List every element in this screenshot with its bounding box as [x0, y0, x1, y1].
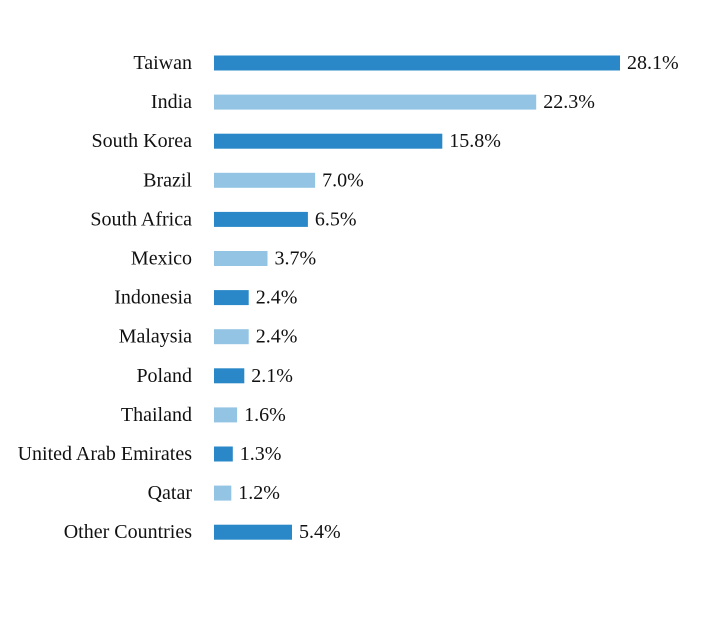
category-label: Thailand [121, 404, 192, 426]
bar [214, 55, 620, 71]
value-label: 2.4% [256, 287, 298, 309]
category-label: South Korea [91, 130, 192, 152]
value-label: 7.0% [322, 169, 364, 191]
bar [214, 172, 316, 188]
bar [214, 368, 245, 384]
bar [214, 446, 233, 462]
bar [214, 524, 292, 540]
value-label: 2.1% [251, 365, 293, 387]
value-label: 3.7% [275, 248, 317, 270]
category-label: Mexico [131, 248, 192, 270]
value-label: 15.8% [449, 130, 501, 152]
category-label: Malaysia [119, 326, 192, 348]
value-label: 28.1% [627, 52, 679, 74]
bar [214, 211, 308, 227]
value-label: 6.5% [315, 208, 357, 230]
bar [214, 329, 249, 345]
category-label: Qatar [148, 482, 193, 504]
value-label: 1.2% [238, 482, 280, 504]
category-label: Brazil [143, 169, 192, 191]
value-label: 1.3% [240, 443, 282, 465]
category-label: India [151, 91, 192, 113]
category-label: United Arab Emirates [18, 443, 193, 465]
bar [214, 94, 537, 110]
category-label: Taiwan [133, 52, 192, 74]
value-label: 1.6% [244, 404, 286, 426]
category-label: Other Countries [64, 521, 193, 543]
category-label: Indonesia [114, 287, 192, 309]
category-label: Poland [136, 365, 192, 387]
bar [214, 485, 232, 501]
bar [214, 251, 268, 266]
category-label: South Africa [90, 208, 192, 230]
bar [214, 407, 238, 423]
bar [214, 290, 249, 306]
value-label: 22.3% [543, 91, 595, 113]
value-label: 2.4% [256, 326, 298, 348]
bar [214, 133, 443, 149]
value-label: 5.4% [299, 521, 341, 543]
